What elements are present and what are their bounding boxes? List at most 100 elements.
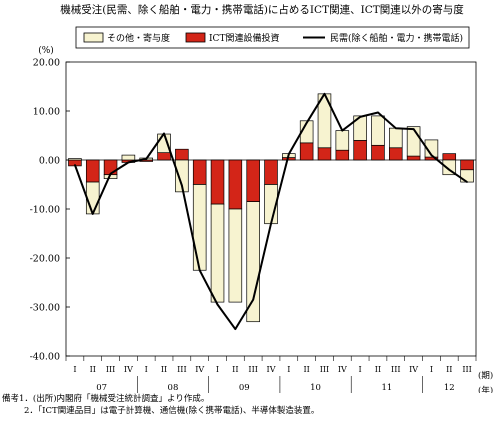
x-quarter-label-21: II	[446, 365, 452, 374]
bar-other-13	[299, 120, 314, 144]
x-quarter-label-13: II	[303, 365, 309, 374]
bar-other-7	[192, 184, 207, 271]
y-tick-label-4: -20.00	[30, 254, 60, 265]
bar-ict-11	[264, 159, 278, 185]
bar-ict-10	[246, 159, 260, 203]
bar-other-3	[121, 154, 136, 161]
bar-ict-7	[192, 159, 207, 185]
line-group	[73, 92, 468, 331]
bar-ict-6	[175, 148, 189, 161]
line-point-8	[216, 303, 219, 306]
x-year-label-4: 11	[381, 383, 392, 393]
bar-ict-14	[317, 147, 332, 161]
line-point-22	[466, 181, 468, 183]
line-point-16	[359, 116, 361, 118]
x-year-label-1: 08	[168, 383, 179, 393]
x-year-label-2: 09	[239, 383, 250, 393]
bar-other-1	[85, 181, 100, 215]
bar-ict-19	[406, 155, 421, 161]
line-point-9	[234, 328, 237, 330]
bars-group	[68, 93, 474, 323]
line-point-21	[448, 169, 451, 171]
x-quarter-label-10: III	[248, 365, 257, 374]
x-quarter-label-7: IV	[195, 365, 204, 374]
bar-ict-16	[353, 140, 367, 161]
legend-label-ict: ICT関連設備投資	[209, 32, 279, 44]
x-quarter-label-22: III	[462, 365, 471, 374]
bar-ict-5	[157, 152, 171, 161]
bar-other-8	[210, 203, 225, 303]
x-quarter-label-6: III	[177, 365, 186, 374]
x-quarter-label-0: I	[73, 365, 76, 374]
legend-label-total: 民需(除く船舶・電力・携帯電話)	[330, 32, 463, 44]
footnotes: 備考1．(出所)内閣府「機械受注統計調査」より作成。 2．「ICT関連品目」は電…	[2, 393, 319, 417]
bar-ict-17	[371, 144, 385, 161]
line-point-3	[127, 161, 130, 164]
bar-other-5	[157, 133, 171, 153]
bar-other-19	[406, 126, 421, 157]
line-point-0	[74, 164, 76, 166]
y-unit-label: (%)	[38, 45, 54, 56]
x-quarter-label-11: IV	[267, 365, 276, 374]
bar-other-20	[424, 139, 439, 158]
line-point-13	[305, 121, 308, 124]
x-quarter-label-16: I	[359, 365, 362, 374]
bar-other-17	[371, 115, 385, 146]
bar-other-22	[460, 169, 474, 183]
line-point-5	[163, 132, 165, 135]
legend-label-other: その他・寄与度	[107, 32, 170, 44]
x-quarter-label-18: III	[391, 365, 400, 374]
chart-title: 機械受注(民需、除く船舶・電力・携帯電話)に占めるICT関連、ICT関連以外の寄…	[60, 3, 464, 16]
line-point-1	[91, 213, 94, 215]
line-point-12	[288, 153, 290, 155]
x-quarter-label-20: I	[430, 365, 433, 374]
line-point-7	[198, 269, 201, 272]
x-quarter-label-19: IV	[409, 365, 418, 374]
footnote-2: 2．「ICT関連品目」は電子計算機、通信機(除く携帯電話)、半導体製造装置。	[24, 406, 320, 416]
x-quarter-label-4: I	[145, 365, 148, 374]
bar-other-9	[228, 208, 243, 303]
line-point-17	[377, 111, 379, 114]
x-quarter-label-3: IV	[124, 365, 133, 374]
chart: 機械受注(民需、除く船舶・電力・携帯電話)に占めるICT関連、ICT関連以外の寄…	[30, 3, 493, 393]
legend-box	[75, 26, 470, 49]
x-quarter-label-2: III	[106, 365, 115, 374]
x-axis: I II III IV I II III IV I II III IV I II III IV I II III IV…	[65, 356, 477, 393]
x-quarter-label-5: II	[161, 365, 167, 374]
x-quarter-label-1: II	[90, 365, 96, 374]
x-year-label-0: 07	[96, 383, 107, 393]
y-tick-label-3: -10.00	[30, 205, 60, 216]
bar-other-10	[246, 201, 260, 323]
line-point-11	[270, 222, 272, 225]
x-quarter-label-15: IV	[338, 365, 347, 374]
x-unit-label-year: (年)	[478, 385, 493, 393]
bar-ict-15	[335, 149, 350, 161]
y-axis: 20.00 10.00 0.00 -10.00 -20.00 -30.00 -40.00	[30, 58, 70, 363]
y-tick-label-2: 0.00	[39, 156, 60, 167]
bar-other-18	[389, 127, 403, 149]
line-point-4	[145, 158, 148, 160]
bar-other-6	[175, 159, 189, 193]
line-point-18	[394, 127, 397, 129]
line-point-10	[252, 298, 254, 301]
x-year-label-5: 12	[444, 383, 455, 393]
y-tick-label-1: 10.00	[33, 107, 60, 118]
x-quarter-label-8: I	[216, 365, 219, 374]
y-tick-label-0: 20.00	[33, 58, 60, 69]
line-point-6	[181, 184, 183, 187]
bar-other-0	[68, 158, 82, 161]
line-point-2	[109, 172, 112, 175]
y-tick-label-6: -40.00	[30, 352, 60, 363]
bar-ict-8	[210, 159, 225, 205]
line-point-15	[341, 129, 344, 132]
x-quarter-label-9: II	[232, 365, 238, 374]
legend: その他・寄与度 ICT関連設備投資 民需(除く船舶・電力・携帯電話)	[75, 26, 470, 49]
x-quarter-label-17: II	[375, 365, 381, 374]
line-point-20	[430, 154, 433, 156]
bar-ict-9	[228, 159, 243, 210]
line-point-19	[412, 128, 415, 130]
bar-ict-22	[460, 159, 474, 171]
bar-ict-1	[85, 159, 100, 183]
x-year-label-3: 10	[310, 383, 321, 393]
y-tick-label-5: -30.00	[30, 303, 60, 314]
